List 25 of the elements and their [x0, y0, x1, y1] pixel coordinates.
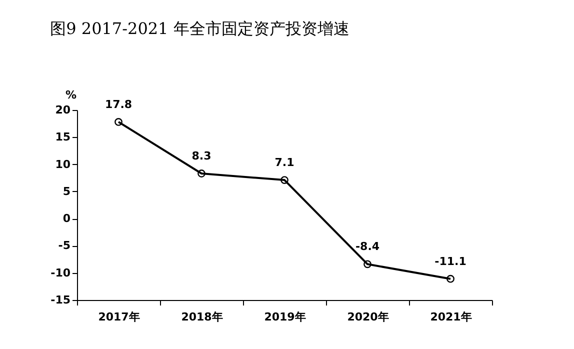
- data-label: 7.1: [274, 156, 294, 170]
- x-tick-label: 2019年: [264, 310, 306, 324]
- y-tick-label: 20: [55, 104, 71, 116]
- y-tick-label: -5: [58, 239, 70, 252]
- x-tick-label: 2018年: [181, 310, 223, 324]
- point: [280, 176, 288, 184]
- y-tick-label: -10: [50, 266, 71, 280]
- x-tick-label: 2020年: [347, 310, 389, 324]
- data-label: 8.3: [192, 150, 212, 163]
- point: [114, 118, 122, 126]
- data-label: -8.4: [355, 240, 380, 254]
- y-tick-label: 15: [55, 130, 70, 144]
- y-tick-label: 10: [55, 158, 71, 171]
- chart-title: 图9 2017-2021 年全市固定资产投资增速: [50, 19, 350, 38]
- data-label: -11.1: [434, 254, 466, 268]
- y-axis-title: %: [66, 88, 77, 102]
- y-tick-label: 0: [62, 212, 71, 226]
- x-tick-label: 2017年: [98, 310, 140, 324]
- y-tick-label: -15: [50, 294, 70, 306]
- data-label: 17.8: [104, 98, 132, 111]
- point: [198, 170, 206, 178]
- point: [446, 274, 454, 283]
- y-tick-label: 5: [62, 184, 70, 198]
- point: [364, 260, 372, 268]
- x-tick-label: 2021年: [430, 310, 472, 324]
